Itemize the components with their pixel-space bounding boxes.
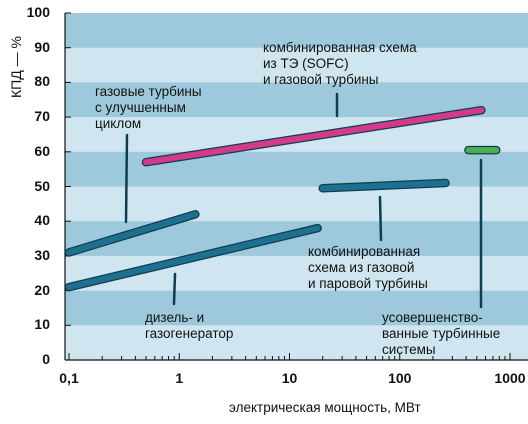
x-tick-label: 10 [281, 370, 298, 386]
x-tick-label: 1000 [494, 370, 526, 386]
leader-line-0 [124, 133, 129, 224]
y-tick-label: 40 [34, 212, 50, 229]
y-tick-label: 70 [34, 108, 50, 125]
y-tick-label: 60 [34, 142, 50, 159]
band-3 [65, 221, 528, 256]
band-1 [65, 290, 528, 326]
y-tick-label: 50 [34, 177, 50, 194]
label-gas-steam-combined: комбинированная схема из газовой и паров… [308, 244, 428, 291]
y-tick-label: 10 [34, 316, 50, 333]
band-9 [65, 13, 528, 48]
y-tick-label: 30 [34, 246, 50, 263]
label-advanced-turbine-systems: усовершенство- ванные турбинные системы [382, 310, 501, 357]
series-line-1 [66, 225, 321, 291]
band-5 [65, 151, 528, 187]
y-tick-label: 90 [34, 38, 50, 55]
label-diesel-gas-generator: дизель- и газогенератор [145, 310, 234, 341]
y-tick-label: 100 [26, 4, 50, 20]
y-tick-label: 20 [34, 281, 50, 298]
series-line-0 [66, 211, 199, 256]
series-line-3 [319, 180, 449, 192]
x-tick-label: 1 [175, 370, 184, 386]
x-tick-label: 0,1 [59, 370, 79, 386]
series-line-2 [143, 107, 485, 166]
label-sofc-gas-turbine: комбинированная схема из ТЭ (SOFC) и газ… [263, 40, 417, 87]
y-tick-label: 0 [42, 351, 50, 367]
leader-line-3 [378, 195, 383, 242]
y-tick-label: 80 [34, 73, 50, 90]
label-gas-turbines-improved: газовые турбины с улучшенным циклом [95, 84, 202, 131]
leader-line-1 [172, 272, 177, 306]
x-axis-label: электрическая мощность, МВт [229, 400, 421, 415]
x-tick-label: 100 [388, 370, 412, 386]
